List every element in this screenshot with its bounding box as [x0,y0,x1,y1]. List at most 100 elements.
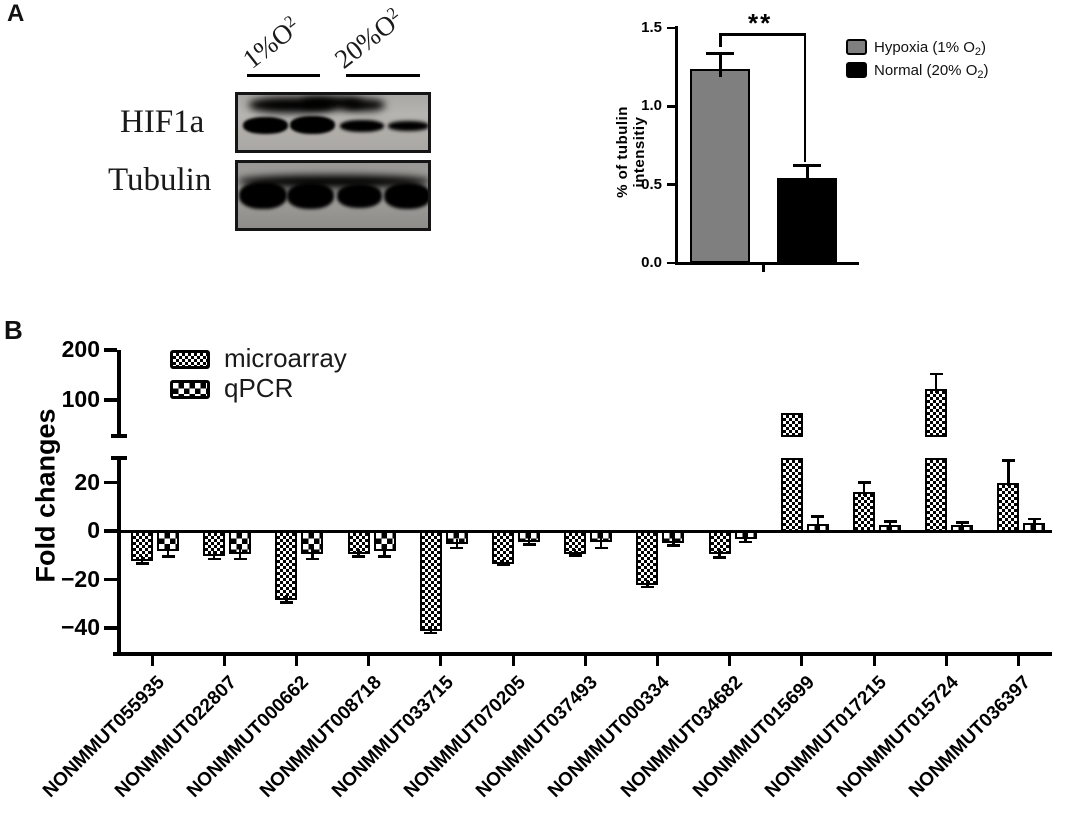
error-bar-cap [739,540,753,544]
panel-a-x-axis [675,261,859,265]
error-bar-stem [960,522,964,529]
error-bar-cap [424,631,438,635]
x-tick-label: NONMMUT008718 [255,672,386,802]
x-tick-label: NONMMUT000334 [544,672,675,802]
error-bar-stem [166,546,170,557]
blot-condition-label-hypoxia: 1%O2 [237,11,307,75]
error-bar-cap [929,372,943,376]
panel-b-x-tick-mark [944,656,948,666]
error-bar-stem [357,548,360,557]
x-tick-label: NONMMUT033715 [327,672,458,802]
blot-band [384,183,428,209]
error-bar-stem [744,534,747,542]
bar-Hypoxia (1% O2) [690,68,750,263]
bar-microarray-NONMMUT000662 [275,531,298,600]
blot-group-overline-1 [247,74,320,77]
panel-b-y-tick-mark [104,398,117,402]
x-tick-label: NONMMUT036397 [905,672,1036,802]
error-bar-stem [934,374,938,393]
panel-b-label: B [4,315,23,345]
legend-swatch-hypoxia [846,39,867,55]
legend-label-hypoxia: Hypoxia (1% O2) [874,39,986,58]
bar-microarray-NONMMUT015699-upper [780,412,803,437]
panel-b-x-tick-mark [872,656,876,666]
error-bar-cap [883,520,897,523]
error-bar-cap [378,555,392,558]
legend-label-microarray: microarray [224,343,347,373]
error-bar-stem [455,539,459,548]
error-bar-cap [706,51,734,55]
bar-Normal (20% O2) [777,178,837,263]
error-bar-stem [888,521,892,529]
panel-b-y-axis-title: Fold changes [30,408,61,583]
panel-b-x-tick-mark [150,656,154,666]
error-bar-cap [1027,517,1041,521]
error-bar-cap [135,562,149,565]
bar-qPCR-NONMMUT070205 [518,531,540,542]
panel-b-x-tick-mark [511,656,515,666]
blot-band [343,99,385,111]
error-bar-cap [279,601,293,604]
panel-b-zero-line [120,529,1052,533]
panel-b-y-tick-mark [104,529,117,533]
bar-qPCR-NONMMUT055935 [157,531,179,552]
error-bar-cap [955,521,969,524]
panel-a-y-axis [675,26,678,265]
panel-b-x-tick-mark [1016,656,1020,666]
error-bar-cap [811,515,825,518]
blot-band [337,184,382,208]
panel-b-y-tick-mark [104,348,117,352]
bar-microarray-NONMMUT022807 [203,531,226,557]
error-bar-cap [496,563,510,567]
bar-microarray-NONMMUT055935 [131,531,153,562]
bar-microarray-NONMMUT017215 [853,492,875,532]
error-bar-stem [311,548,314,559]
error-bar-stem [672,537,675,546]
panel-a-y-tick-label: 1.5 [641,18,662,36]
bar-microarray-NONMMUT037493 [564,531,587,554]
blot-band [243,117,288,134]
error-bar-stem [862,482,866,497]
x-tick-label: NONMMUT070205 [400,672,530,802]
panel-b-x-axis [113,652,1052,656]
error-bar-stem [140,556,144,564]
legend-text: Normal (20% O [874,62,978,79]
bar-qPCR-NONMMUT037493 [590,531,613,542]
bar-qPCR-NONMMUT000334 [662,531,685,543]
error-bar-stem [1033,518,1036,527]
blot-group-overline-2 [346,74,420,77]
x-tick-label: NONMMUT037493 [472,672,603,802]
error-bar-stem [238,548,242,559]
error-bar-cap [450,546,464,550]
error-bar-cap [161,555,175,558]
bar-qPCR-NONMMUT033715 [445,531,468,545]
error-bar-cap [568,554,582,557]
legend-swatch-microarray [170,350,210,369]
panel-a-y-axis-title: % of tubulin intensitiy [614,106,648,198]
panel-b-y-axis-upper [117,350,121,437]
error-bar-cap [640,585,654,589]
panel-b-y-tick-mark [104,577,117,582]
blot-image-hif1a [235,92,431,153]
x-tick-label: NONMMUT000662 [183,672,314,802]
error-bar-cap [793,164,821,168]
panel-b-y-axis-upper-endcap [111,434,127,438]
blot-row-label-hif1a: HIF1a [120,104,205,140]
error-bar-cap [1001,459,1015,462]
error-bar-stem [383,546,386,557]
bar-microarray-NONMMUT000334 [636,531,659,586]
bar-microarray-NONMMUT015724-upper [925,389,948,437]
legend-swatch-qpcr [170,380,210,399]
error-bar-stem [646,580,649,587]
sig-bracket-top [719,33,806,36]
error-bar-cap [352,555,366,558]
panel-b-y-tick-mark [104,626,117,630]
error-bar-cap [857,481,871,484]
error-bar-stem [805,165,809,187]
error-bar-stem [573,548,577,556]
panel-b-x-tick-mark [800,656,804,666]
panel-b-x-tick-mark [655,656,659,666]
panel-b-y-tick-mark [104,480,117,485]
blot-band [388,121,428,131]
